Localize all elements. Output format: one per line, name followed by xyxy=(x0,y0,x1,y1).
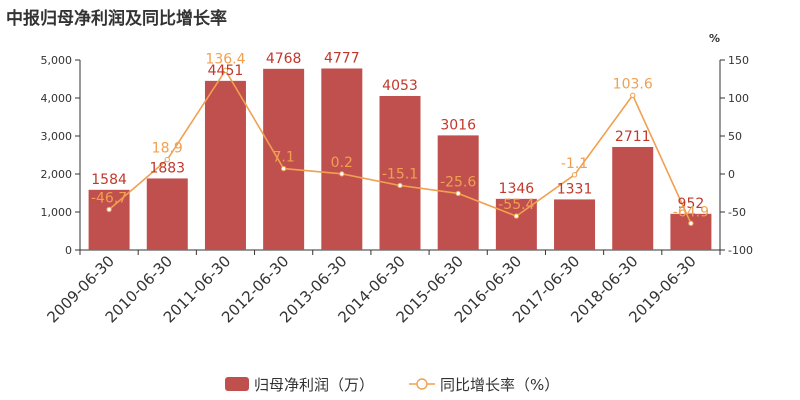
bar-value-label: 1883 xyxy=(149,160,185,176)
line-value-label: -25.6 xyxy=(440,174,476,190)
line-value-label: -46.7 xyxy=(91,190,127,206)
y-right-tick-label: -50 xyxy=(728,206,746,219)
y-left-tick-label: 4,000 xyxy=(41,92,73,105)
bar-value-label: 2711 xyxy=(615,129,651,145)
bar xyxy=(88,189,130,250)
line-point xyxy=(688,220,694,227)
y-left-tick-label: 1,000 xyxy=(41,206,73,219)
legend-line-label: 同比增长率（%） xyxy=(440,376,559,394)
bar xyxy=(204,80,246,250)
bar xyxy=(146,178,188,250)
bar xyxy=(554,199,596,250)
bar-value-label: 1331 xyxy=(557,181,593,197)
bar-value-label: 3016 xyxy=(440,117,476,133)
data-labels: 1584 1883 4451 4768 4777 4053 3016 1346 1331 2711… xyxy=(91,50,709,220)
line-point xyxy=(397,182,403,189)
bar-value-label: 1346 xyxy=(499,181,535,197)
line-point xyxy=(164,156,170,163)
line-point xyxy=(106,206,112,213)
bar-value-label: 1584 xyxy=(91,172,127,188)
line-value-label: 0.2 xyxy=(331,155,353,171)
bars xyxy=(88,68,712,251)
bar xyxy=(263,68,305,250)
y-right-tick-label: 100 xyxy=(728,92,749,105)
bar xyxy=(612,146,654,250)
legend-line-marker xyxy=(416,378,428,390)
line-point xyxy=(630,92,636,98)
y-left-tick-label: 3,000 xyxy=(41,130,73,143)
bar xyxy=(321,68,363,250)
legend: 归母净利润（万） 同比增长率（%） xyxy=(225,376,559,394)
chart-title: 中报归母净利润及同比增长率 xyxy=(6,9,227,29)
bar-value-label: 4451 xyxy=(208,63,244,79)
line-point xyxy=(339,171,345,177)
line-value-label: -15.1 xyxy=(382,166,418,182)
bar-value-label: 4777 xyxy=(324,50,360,66)
line-value-label: 136.4 xyxy=(205,51,245,67)
line-value-label: -64.9 xyxy=(673,204,709,220)
bar-value-label: 4768 xyxy=(266,51,302,67)
line-value-label: 7.1 xyxy=(273,150,295,166)
growth-line xyxy=(106,67,694,227)
bar xyxy=(379,95,421,251)
line-point xyxy=(280,165,287,172)
y-right-tick-label: 50 xyxy=(728,130,742,143)
legend-bar-label: 归母净利润（万） xyxy=(254,376,374,394)
line-value-label: -1.1 xyxy=(561,156,588,172)
line-value-label: 103.6 xyxy=(613,76,653,92)
bar-value-label: 952 xyxy=(678,196,705,212)
bar-value-label: 4053 xyxy=(382,78,418,94)
y-right-tick-label: 150 xyxy=(728,54,749,67)
y-right-tick-label: -100 xyxy=(728,244,753,257)
y-left-tick-label: 2,000 xyxy=(41,168,73,181)
line-value-label: 18.9 xyxy=(152,141,183,157)
y-left-tick-label: 5,000 xyxy=(41,54,73,67)
line-point xyxy=(222,67,229,74)
line-point xyxy=(455,190,461,197)
y-right-tick-label: 0 xyxy=(728,168,735,181)
line-value-label: -55.4 xyxy=(498,197,534,213)
y-left-tick-label: 0 xyxy=(65,244,72,257)
line-point xyxy=(571,172,578,178)
y-right-unit: % xyxy=(709,32,720,45)
line-point xyxy=(513,213,520,219)
bar xyxy=(670,213,712,250)
legend-bar-swatch xyxy=(225,377,249,391)
